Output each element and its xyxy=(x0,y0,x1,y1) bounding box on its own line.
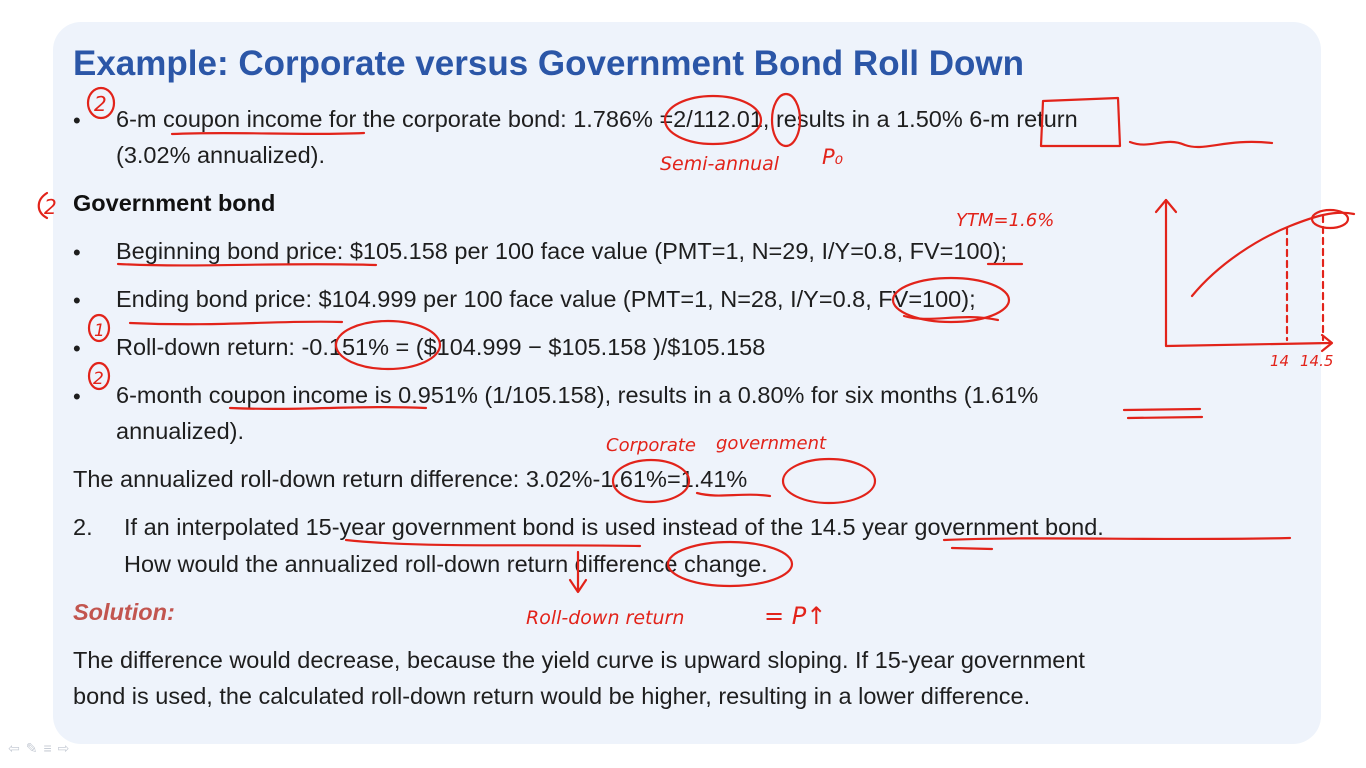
gov-coupon-income-cont: annualized). xyxy=(116,418,245,444)
question-number: 2. xyxy=(73,514,93,540)
arrow-right-mark xyxy=(1320,333,1334,353)
solution-text-cont: bond is used, the calculated roll-down r… xyxy=(73,683,1031,709)
slide-nav-controls[interactable]: ⇦✎≡⇨ xyxy=(8,740,75,757)
rolldown-difference-line: The annualized roll-down return differen… xyxy=(73,466,748,492)
bullet-marker: • xyxy=(73,288,81,313)
pen-icon[interactable]: ✎ xyxy=(25,740,44,756)
back-arrow-icon[interactable]: ⇦ xyxy=(8,740,26,756)
bullet-marker: • xyxy=(73,336,81,361)
question-line-cont: How would the annualized roll-down retur… xyxy=(124,551,768,577)
gov-ending-price: Ending bond price: $104.999 per 100 face… xyxy=(116,286,976,312)
slide-title: Example: Corporate versus Government Bon… xyxy=(73,44,1024,83)
corp-coupon-line-cont: (3.02% annualized). xyxy=(116,142,326,168)
gov-bond-heading: Government bond xyxy=(73,190,276,216)
bullet-marker: • xyxy=(73,384,81,409)
bracket-mark xyxy=(37,191,49,220)
corp-coupon-line: 6-m coupon income for the corporate bond… xyxy=(116,106,1078,132)
question-line: If an interpolated 15-year government bo… xyxy=(124,514,1104,540)
bullet-marker: • xyxy=(73,240,81,265)
gov-rolldown-return: Roll-down return: -0.151% = ($104.999 − … xyxy=(116,334,766,360)
forward-arrow-icon[interactable]: ⇨ xyxy=(57,740,76,756)
solution-label: Solution: xyxy=(73,599,175,625)
menu-icon[interactable]: ≡ xyxy=(43,740,58,756)
bullet-marker: • xyxy=(73,108,81,133)
gov-beginning-price: Beginning bond price: $105.158 per 100 f… xyxy=(116,238,1007,264)
gov-coupon-income: 6-month coupon income is 0.951% (1/105.1… xyxy=(116,382,1039,408)
solution-text: The difference would decrease, because t… xyxy=(73,647,1085,673)
